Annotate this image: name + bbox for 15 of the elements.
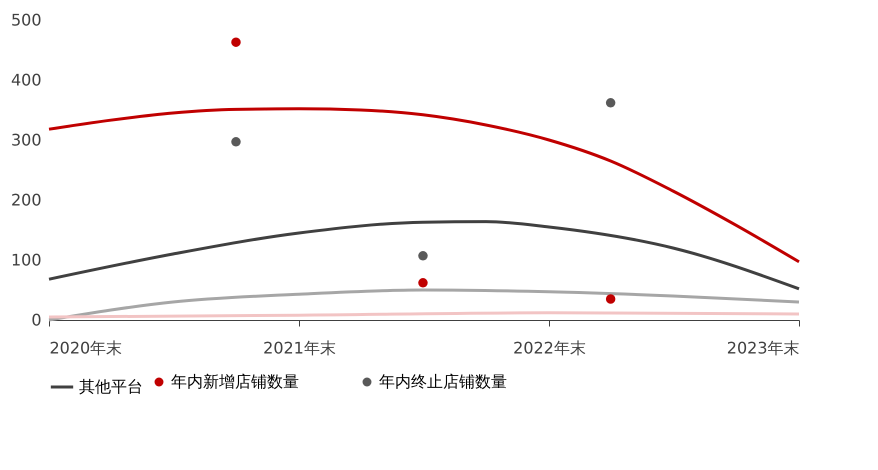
line-series <box>48 220 800 290</box>
x-tick-label: 2023年末 <box>726 338 800 358</box>
y-tick-label: 0 <box>31 310 42 330</box>
legend-label: 年内终止店铺数量 <box>379 372 507 391</box>
x-tick-label: 2020年末 <box>50 338 122 358</box>
line-series <box>48 107 800 264</box>
legend-label: 其他平台 <box>79 377 143 396</box>
y-tick-label: 200 <box>10 190 42 210</box>
y-tick-label: 400 <box>10 70 42 90</box>
y-tick-label: 500 <box>10 10 42 30</box>
x-tick-label: 2021年末 <box>263 338 336 358</box>
y-tick-label: 100 <box>10 250 42 270</box>
x-tick-label: 2022年末 <box>513 338 586 358</box>
legend-label: 年内新增店铺数量 <box>171 372 299 391</box>
y-tick-label: 300 <box>10 130 42 150</box>
